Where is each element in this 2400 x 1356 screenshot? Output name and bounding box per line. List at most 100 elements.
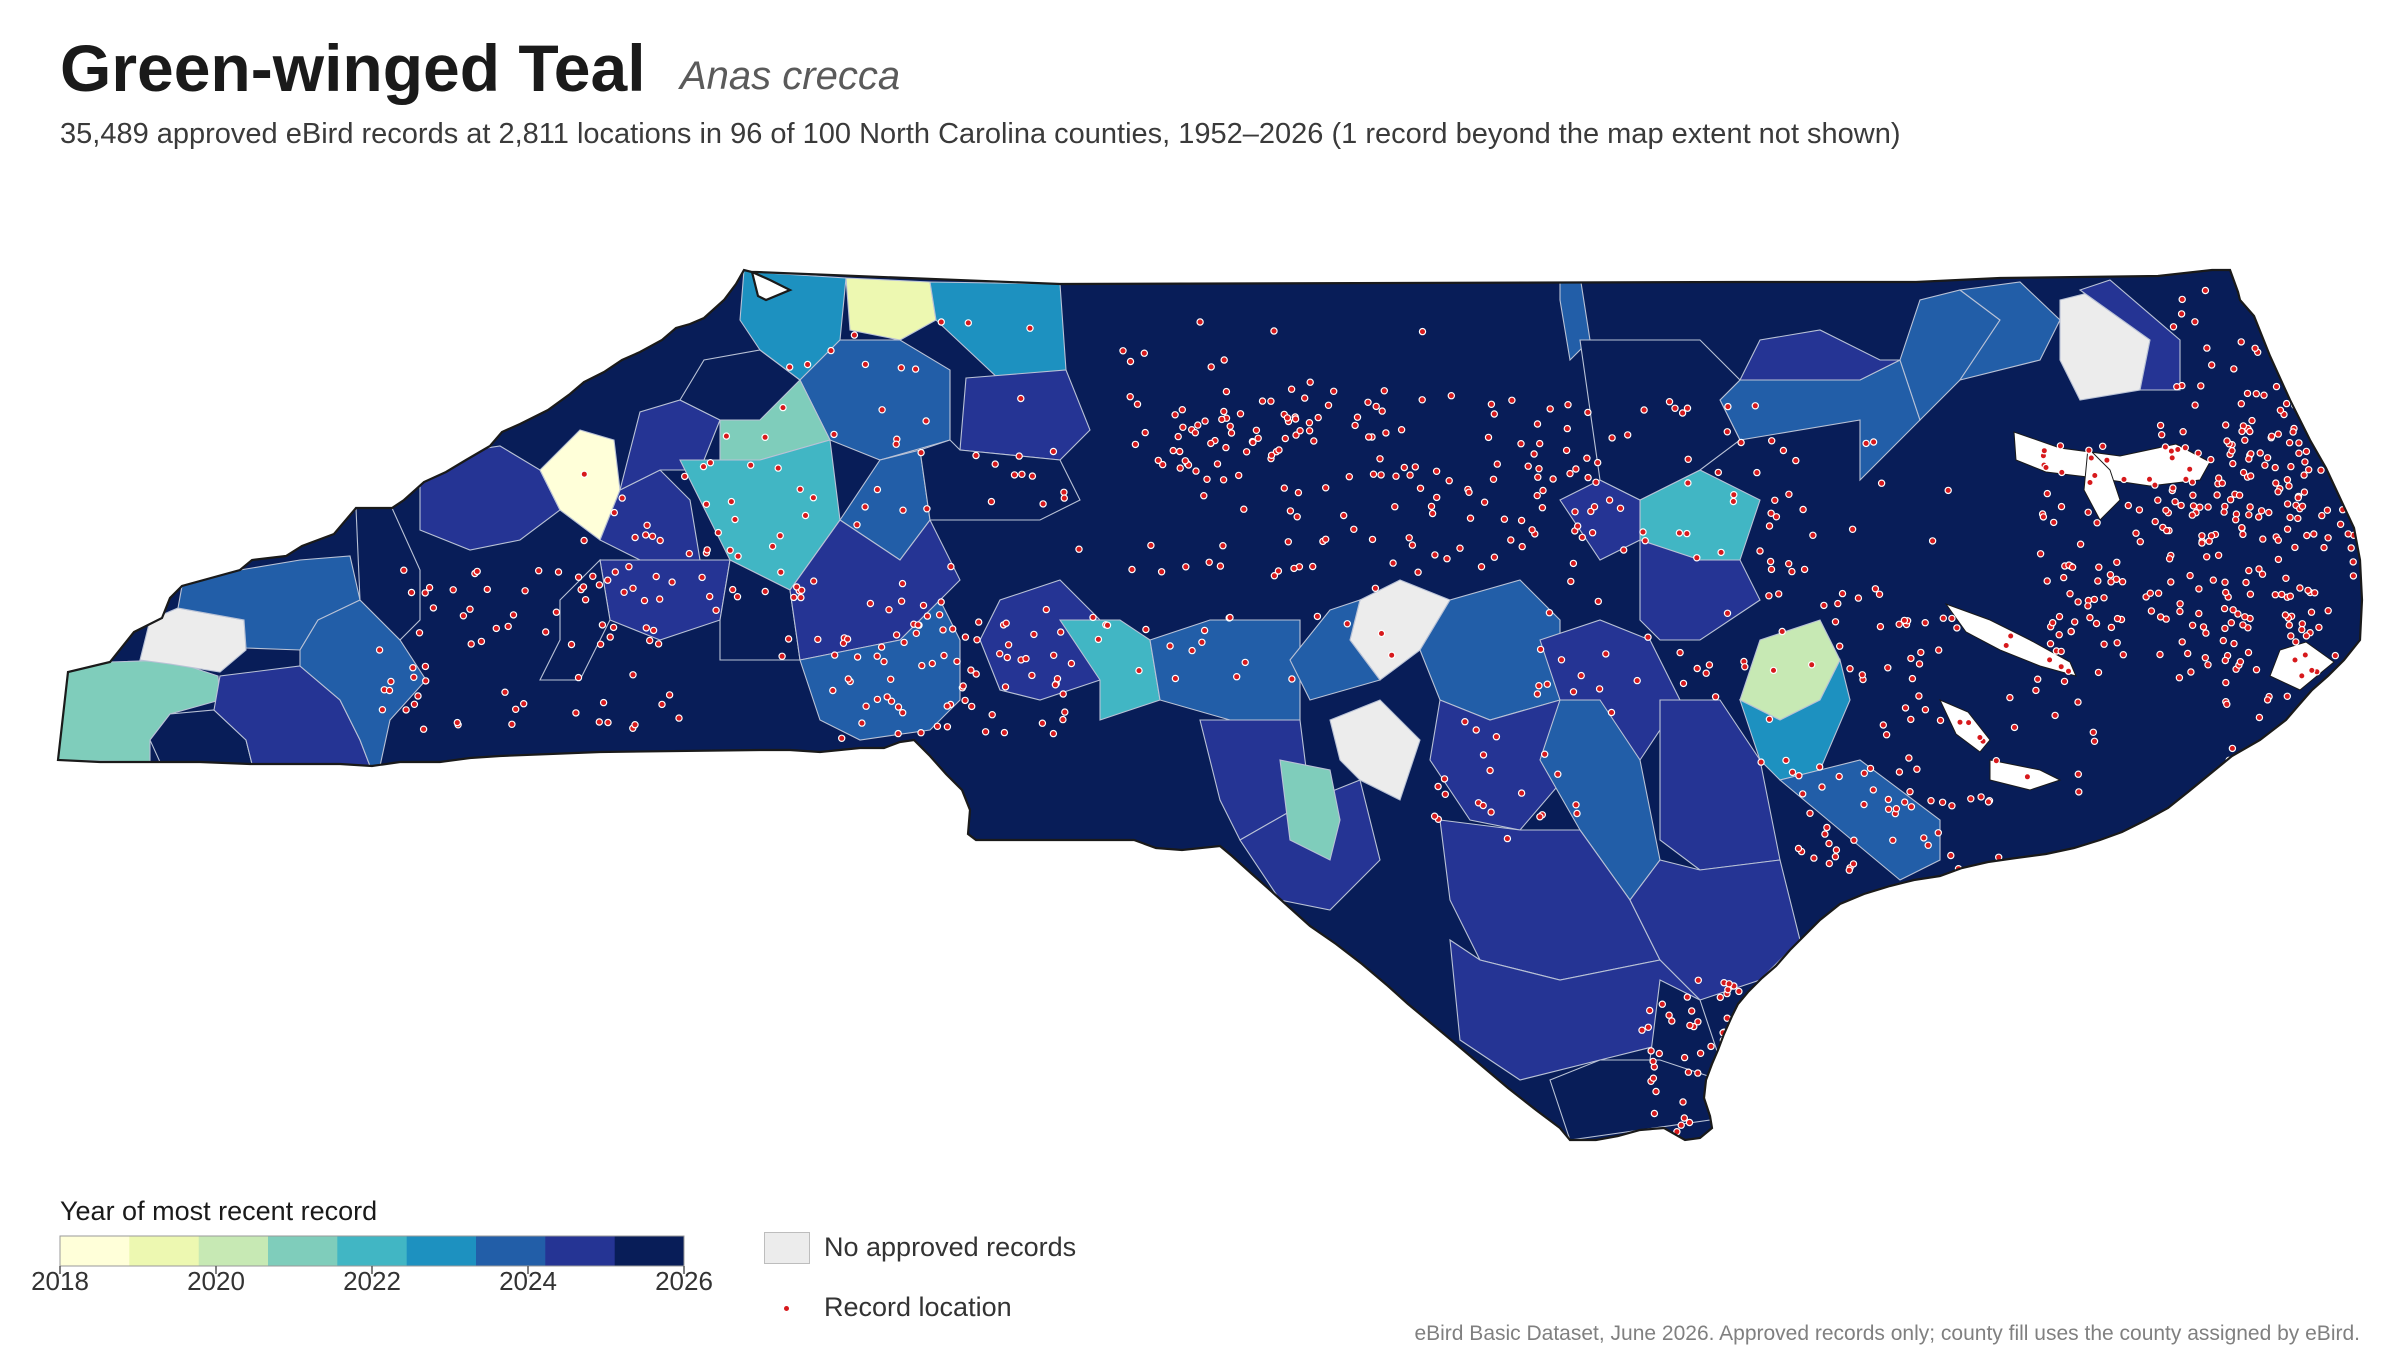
- record-point: [1321, 484, 1330, 492]
- record-point: [1907, 803, 1916, 811]
- record-point: [1737, 438, 1745, 447]
- record-point: [2162, 615, 2170, 623]
- record-point: [2220, 508, 2228, 516]
- record-point: [410, 673, 418, 682]
- record-point: [1729, 1024, 1737, 1032]
- record-point: [2199, 623, 2208, 631]
- record-point: [631, 533, 639, 542]
- legend-tick-2020: 2020: [187, 1266, 245, 1296]
- record-point: [928, 659, 937, 668]
- record-point: [2347, 544, 2355, 552]
- record-point: [2349, 494, 2357, 502]
- county-13: [845, 277, 937, 341]
- record-point: [1595, 685, 1604, 693]
- record-point: [1305, 419, 1314, 427]
- record-point: [1528, 526, 1536, 534]
- record-point: [2352, 433, 2360, 441]
- record-point: [512, 705, 520, 714]
- record-point: [1772, 513, 1781, 521]
- record-point: [1507, 536, 1515, 544]
- record-point: [1679, 679, 1688, 688]
- record-point: [1196, 318, 1204, 326]
- record-point: [1053, 675, 1062, 683]
- record-point: [1490, 553, 1499, 561]
- record-point: [1683, 993, 1692, 1001]
- record-point: [827, 346, 835, 355]
- record-point: [2186, 571, 2194, 580]
- record-point: [1234, 471, 1243, 480]
- record-point: [917, 448, 925, 457]
- record-point: [2238, 427, 2246, 436]
- record-point: [1039, 500, 1047, 508]
- record-point: [648, 532, 657, 541]
- record-point: [972, 451, 980, 460]
- record-point: [2095, 563, 2103, 571]
- record-point: [1900, 616, 1909, 625]
- record-point: [768, 542, 777, 551]
- record-point: [1408, 541, 1417, 549]
- record-point: [1876, 622, 1885, 631]
- record-point: [2321, 408, 2329, 416]
- record-point: [654, 640, 663, 648]
- record-point: [1693, 664, 1701, 673]
- record-point: [2304, 466, 2313, 474]
- record-point: [1296, 427, 1304, 435]
- record-point: [1901, 704, 1910, 712]
- record-point: [2270, 339, 2278, 347]
- record-point: [1002, 619, 1010, 627]
- record-point: [1869, 438, 1878, 446]
- record-point: [1220, 356, 1228, 364]
- record-point: [2222, 678, 2230, 687]
- record-point: [1391, 503, 1399, 511]
- record-point: [830, 430, 838, 439]
- record-point: [2266, 308, 2275, 316]
- record-point: [843, 635, 852, 643]
- record-point: [1222, 443, 1230, 452]
- record-point: [933, 722, 942, 731]
- record-point: [410, 700, 419, 709]
- record-point: [838, 734, 846, 743]
- record-point: [1619, 546, 1628, 554]
- record-point: [2230, 365, 2238, 373]
- record-point: [2303, 739, 2311, 747]
- record-point: [1566, 469, 1574, 478]
- record-point: [1905, 754, 1913, 762]
- record-point: [733, 593, 742, 601]
- record-point: [2349, 474, 2357, 483]
- record-point: [2252, 666, 2261, 674]
- record-point: [2043, 489, 2052, 498]
- record-point: [2092, 619, 2101, 628]
- record-point: [1056, 628, 1065, 636]
- record-point: [1707, 1042, 1715, 1051]
- record-point: [798, 586, 806, 595]
- record-point: [797, 593, 805, 602]
- county-23: [919, 439, 1081, 521]
- record-point: [1671, 404, 1679, 412]
- record-point: [1858, 671, 1867, 679]
- record-point: [2090, 737, 2099, 746]
- record-point: [421, 589, 429, 597]
- record-point: [1924, 841, 1932, 850]
- record-point: [1754, 1032, 1763, 1041]
- record-point: [2195, 585, 2203, 593]
- record-location-label: Record location: [824, 1292, 1012, 1322]
- record-point: [1051, 681, 1060, 689]
- record-point: [1668, 1017, 1676, 1025]
- record-point: [2303, 531, 2311, 540]
- record-point: [2220, 604, 2229, 613]
- record-point: [552, 608, 561, 616]
- record-point: [640, 596, 649, 605]
- record-point: [861, 360, 870, 369]
- record-point: [1831, 618, 1840, 626]
- record-point: [611, 568, 620, 576]
- record-point: [2231, 516, 2240, 524]
- record-point: [2094, 668, 2103, 677]
- record-point: [1291, 415, 1300, 423]
- record-point: [2229, 459, 2237, 468]
- record-point: [2263, 454, 2272, 462]
- record-point: [629, 584, 637, 593]
- record-point: [2056, 442, 2065, 450]
- record-point: [643, 521, 651, 530]
- record-point: [1329, 387, 1338, 395]
